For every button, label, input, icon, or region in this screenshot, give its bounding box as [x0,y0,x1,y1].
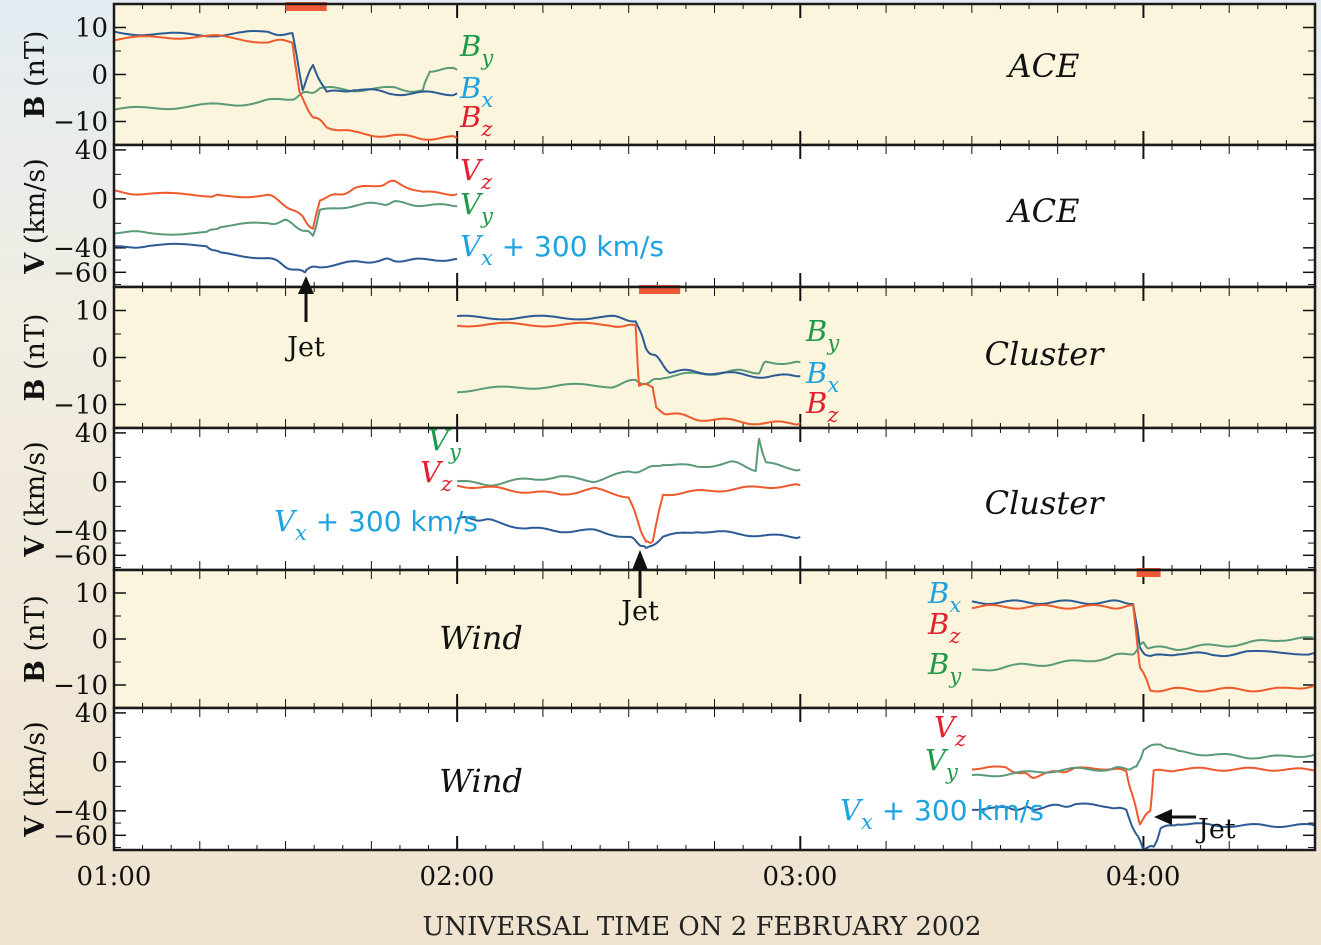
y-tick-label-0-2: −10 [53,108,108,138]
jet-arrowhead-cluster [632,550,648,570]
y-tick-label-5-0: 40 [75,699,108,729]
panel-background-5 [114,708,1315,850]
y-tick-label-4-1: 0 [91,625,108,655]
series-line-4-by [971,636,1316,672]
series-line-4-bx [971,599,1316,658]
panel-background-0 [114,4,1315,145]
y-tick-label-1-1: 0 [91,185,108,215]
y-tick-label-5-2: −40 [53,797,108,827]
x-tick-label-0300: 03:00 [763,862,838,892]
panel-0: 10 0 −10B (nT) [20,2,1317,147]
panels-group: 100−10B (nT)400−40−60V (km/s)100−10B (nT… [20,2,1317,852]
spacecraft-label-wind-b: Wind [439,619,523,657]
interval-marker-4 [1136,568,1161,577]
y-tick-label-3-1: 0 [91,468,108,498]
spacecraft-label-cluster-b: Cluster [985,335,1106,373]
spacecraft-label-cluster-v: Cluster [985,484,1106,522]
spacecraft-label-wind-v: Wind [439,762,523,800]
x-tick-label-0400: 04:00 [1106,862,1181,892]
interval-marker-0 [285,2,327,11]
spacecraft-label-ace-b: ACE [1006,47,1080,85]
y-tick-label-1-0: 40 [75,136,108,166]
y-axis-label-2: B (nT) [20,314,51,402]
panel-3: 40 0 −40−60V (km/s) [20,419,1317,571]
spacecraft-labels: ACE ACE Cluster Cluster Wind Wind [439,47,1105,800]
series-line-0-bz [113,34,458,141]
y-axis-label-1: V (km/s) [20,158,51,275]
series-line-2-bx [457,314,801,379]
y-tick-label-2-1: 0 [91,344,108,374]
x-tick-label-0100: 01:00 [77,862,152,892]
jet-arrowhead-wind [1154,809,1172,825]
jet-label-wind: Jet [1195,814,1236,845]
panel-frame-5 [112,706,1317,852]
series-line-2-by [457,360,801,394]
x-axis-title: UNIVERSAL TIME ON 2 FEBRUARY 2002 [423,912,982,942]
x-axis: 01:00 02:00 03:00 04:00 UNIVERSAL TIME O… [77,862,1181,942]
y-tick-label-5-1: 0 [91,748,108,778]
y-tick-label-4-0: 10 [75,579,108,609]
x-tick-label-0200: 02:00 [420,862,495,892]
panel-background-1 [114,145,1315,287]
series-line-1-vy [113,200,458,237]
series-line-5-vz [971,765,1316,826]
jet-label-cluster: Jet [618,596,659,627]
interval-marker-2 [639,285,681,294]
y-tick-label-1-2: −40 [53,234,108,264]
y-tick-label-0-1: 0 [91,61,108,91]
series-line-4-bz [971,604,1316,693]
jet-annotations: Jet Jet Jet [284,276,1236,845]
series-line-1-vxkms [113,242,458,274]
y-tick-label-2-2: −10 [53,391,108,421]
y-tick-label-5-3: −60 [53,821,108,851]
panel-1: 40 0 −40−60V (km/s) [20,136,1317,288]
panel-background-4 [114,570,1315,708]
series-line-3-vy [457,437,801,487]
panel-4: 10 0 −10B (nT) [20,568,1317,710]
series-line-2-bz [457,321,801,426]
y-tick-label-0-0: 10 [75,14,108,44]
series-line-5-vxkms [971,802,1316,851]
y-tick-label-4-2: −10 [53,671,108,701]
y-tick-label-3-2: −40 [53,517,108,547]
y-axis-label-4: B (nT) [20,595,51,683]
series-line-3-vxkms [456,516,801,549]
jet-arrowhead-ace [298,276,314,294]
y-axis-label-0: B (nT) [20,31,51,119]
series-line-0-by [113,66,458,111]
series-line-5-vy [971,743,1316,778]
panel-background-3 [114,428,1315,570]
y-tick-label-3-3: −60 [53,541,108,571]
panel-5: 40 0 −40−60V (km/s) [20,699,1317,852]
series-line-1-vz [113,179,458,230]
jet-label-ace: Jet [284,332,325,363]
spacecraft-label-ace-v: ACE [1006,192,1080,230]
y-tick-label-2-0: 10 [75,297,108,327]
panel-2: 10 0 −10B (nT) [20,285,1317,430]
y-tick-label-1-3: −60 [53,258,108,288]
panel-background-2 [114,287,1315,428]
y-tick-label-3-0: 40 [75,419,108,449]
y-axis-label-5: V (km/s) [20,721,51,838]
series-line-3-vz [456,483,801,544]
y-axis-label-3: V (km/s) [20,441,51,558]
